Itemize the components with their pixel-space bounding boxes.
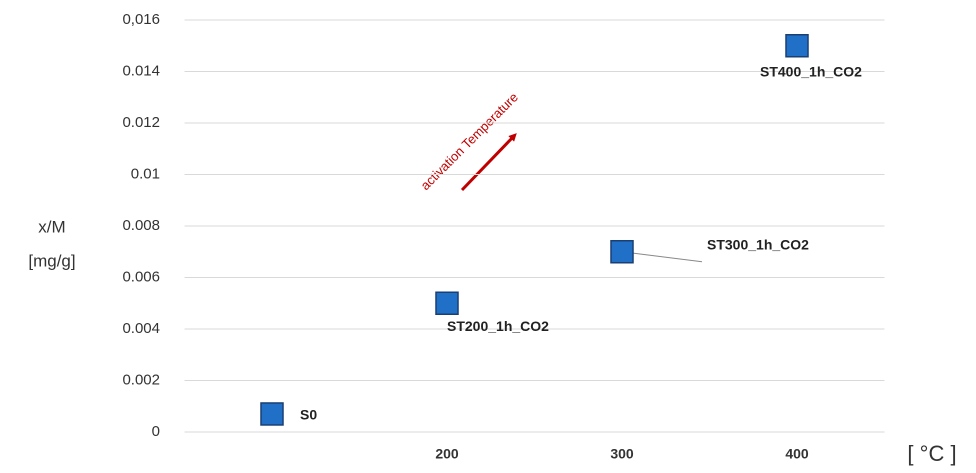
y-tick-label: 0.014 [122, 62, 160, 79]
y-tick-label: 0 [152, 423, 160, 440]
y-tick-label: 0.008 [122, 217, 160, 234]
point [785, 34, 809, 58]
point [435, 291, 459, 315]
y-axis-label: [mg/g] [28, 251, 75, 270]
y-tick-label: 0.01 [131, 165, 160, 182]
x-tick-label: 300 [610, 446, 634, 462]
annotation-arrow [460, 133, 517, 192]
point-label: ST300_1h_CO2 [707, 236, 809, 252]
y-tick-label: 0.006 [122, 268, 160, 285]
point-label: S0 [300, 407, 317, 423]
y-axis-label: x/M [38, 217, 65, 236]
x-tick-label: 400 [785, 446, 809, 462]
leader-line [621, 251, 703, 263]
point [260, 402, 284, 426]
y-tick-label: 0.004 [122, 320, 160, 337]
point-label: ST400_1h_CO2 [760, 63, 862, 79]
y-tick-label: 0.002 [122, 371, 160, 388]
x-axis-label: [ °C ] [907, 441, 956, 466]
point-label: ST200_1h_CO2 [447, 318, 549, 334]
y-tick-label: 0.012 [122, 114, 160, 131]
x-tick-label: 200 [435, 446, 459, 462]
y-tick-label: 0,016 [122, 11, 160, 28]
annotation: activation Temperature [418, 90, 521, 193]
point [610, 240, 634, 264]
